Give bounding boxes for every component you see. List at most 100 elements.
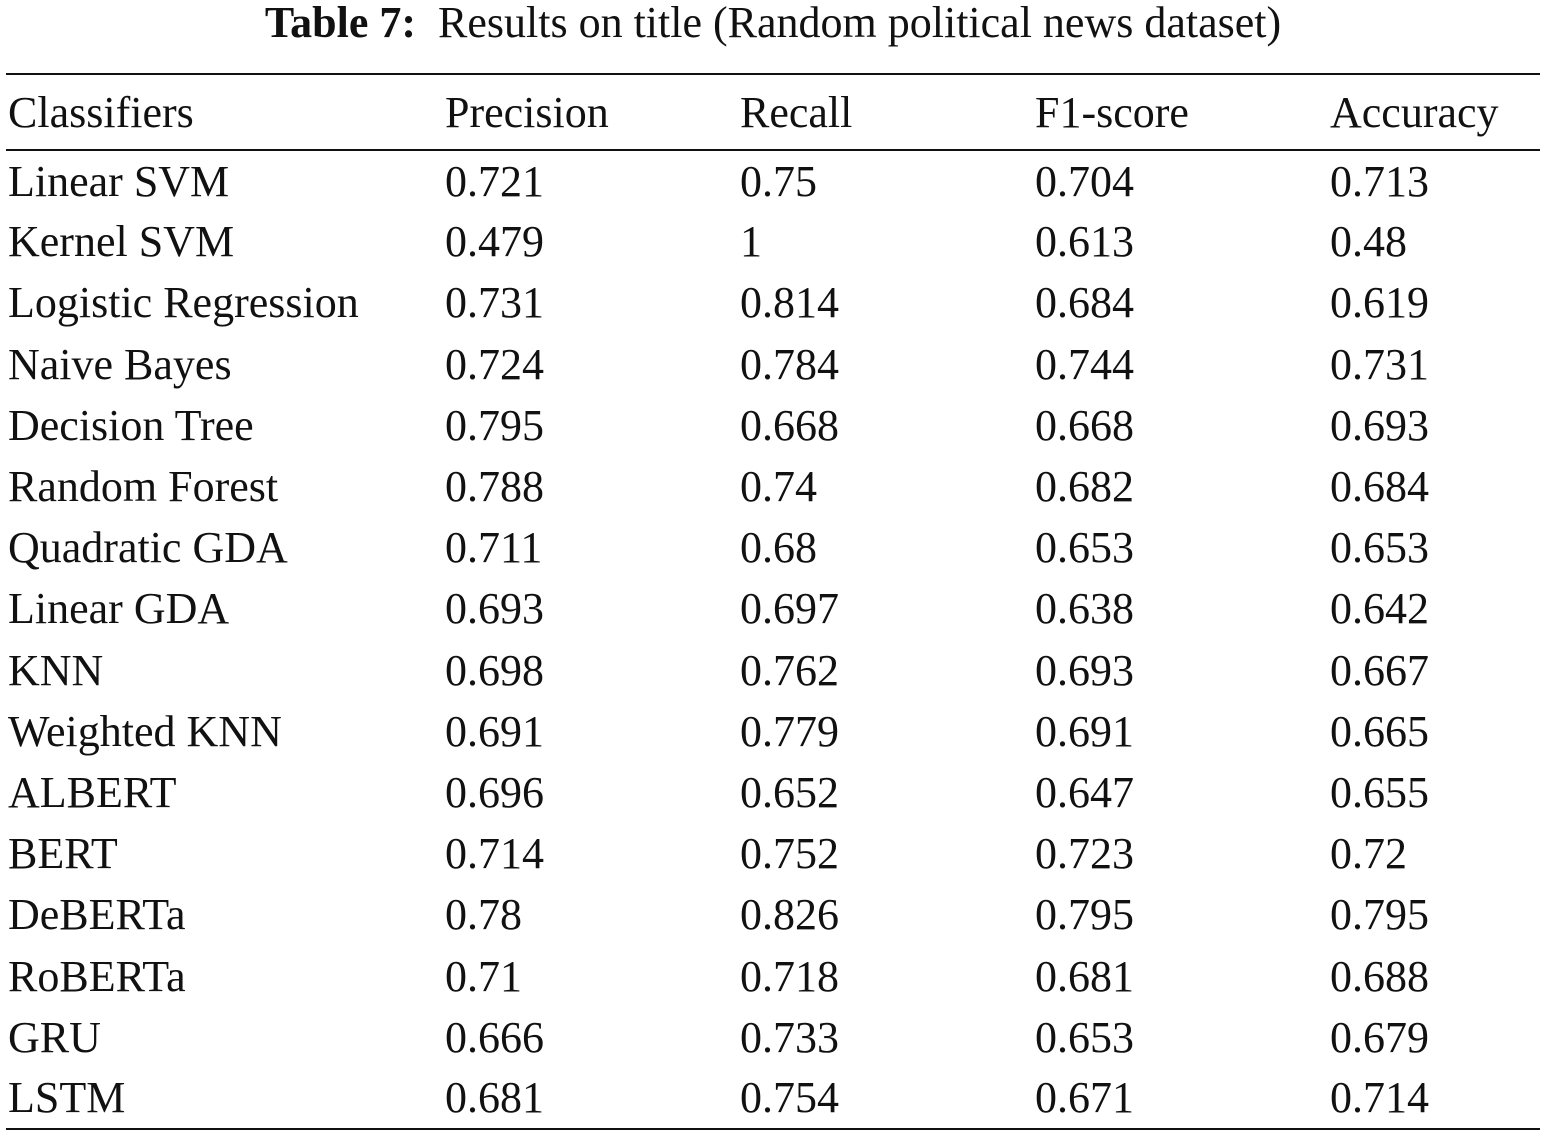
cell-precision: 0.693 [445,584,544,634]
table-caption-label: Table 7: [264,0,416,47]
table-row: ALBERT 0.696 0.652 0.647 0.655 [6,762,1540,823]
cell-precision: 0.78 [445,890,522,940]
table-row: BERT 0.714 0.752 0.723 0.72 [6,823,1540,884]
cell-recall: 0.814 [740,278,839,328]
cell-accuracy: 0.619 [1330,278,1429,328]
cell-f1-score: 0.653 [1035,1012,1134,1062]
cell-f1-score: 0.693 [1035,645,1134,695]
cell-recall: 0.779 [740,706,839,756]
cell-f1-score: 0.704 [1035,156,1134,206]
table-caption: Table 7: Results on title (Random politi… [0,0,1546,50]
cell-recall: 0.652 [740,767,839,817]
table-row: Kernel SVM 0.479 1 0.613 0.48 [6,211,1540,272]
column-header-accuracy: Accuracy [1328,73,1540,151]
cell-precision: 0.724 [445,339,544,389]
column-header-classifiers: Classifiers [6,73,443,151]
cell-recall: 0.718 [740,951,839,1001]
cell-recall: 0.668 [740,400,839,450]
cell-precision: 0.479 [445,217,544,267]
cell-precision: 0.788 [445,462,544,512]
cell-recall: 0.733 [740,1012,839,1062]
cell-f1-score: 0.744 [1035,339,1134,389]
table-row: Logistic Regression 0.731 0.814 0.684 0.619 [6,272,1540,333]
cell-accuracy: 0.72 [1330,829,1407,879]
cell-precision: 0.721 [445,156,544,206]
cell-classifier: Quadratic GDA [8,523,288,573]
cell-f1-score: 0.723 [1035,829,1134,879]
cell-f1-score: 0.684 [1035,278,1134,328]
cell-accuracy: 0.665 [1330,706,1429,756]
cell-recall: 0.752 [740,829,839,879]
cell-classifier: Linear SVM [8,156,230,206]
cell-accuracy: 0.795 [1330,890,1429,940]
cell-precision: 0.696 [445,767,544,817]
cell-precision: 0.714 [445,829,544,879]
cell-recall: 0.68 [740,523,817,573]
results-table: Classifiers Precision Recall F1-score Ac… [6,73,1540,1131]
table-row: LSTM 0.681 0.754 0.671 0.714 [6,1067,1540,1131]
table-row: Weighted KNN 0.691 0.779 0.691 0.665 [6,701,1540,762]
cell-classifier: KNN [8,645,104,695]
column-header-f1-score: F1-score [1033,73,1328,151]
cell-classifier: GRU [8,1012,101,1062]
cell-recall: 1 [740,217,762,267]
table-caption-text: Results on title (Random political news … [438,0,1282,47]
cell-accuracy: 0.693 [1330,400,1429,450]
table-row: Linear SVM 0.721 0.75 0.704 0.713 [6,150,1540,211]
table-row: KNN 0.698 0.762 0.693 0.667 [6,640,1540,701]
table-row: RoBERTa 0.71 0.718 0.681 0.688 [6,945,1540,1006]
cell-f1-score: 0.795 [1035,890,1134,940]
cell-accuracy: 0.684 [1330,462,1429,512]
cell-classifier: Weighted KNN [8,706,282,756]
cell-f1-score: 0.682 [1035,462,1134,512]
cell-precision: 0.711 [445,523,543,573]
cell-recall: 0.697 [740,584,839,634]
cell-accuracy: 0.667 [1330,645,1429,695]
table-body: Linear SVM 0.721 0.75 0.704 0.713 Kernel SVM 0… [6,150,1540,1131]
cell-accuracy: 0.713 [1330,156,1429,206]
cell-classifier: ALBERT [8,767,177,817]
cell-precision: 0.698 [445,645,544,695]
cell-accuracy: 0.653 [1330,523,1429,573]
cell-accuracy: 0.642 [1330,584,1429,634]
cell-f1-score: 0.613 [1035,217,1134,267]
cell-accuracy: 0.655 [1330,767,1429,817]
cell-accuracy: 0.731 [1330,339,1429,389]
cell-classifier: Kernel SVM [8,217,235,267]
cell-classifier: Random Forest [8,462,279,512]
table-row: GRU 0.666 0.733 0.653 0.679 [6,1007,1540,1068]
cell-accuracy: 0.48 [1330,217,1407,267]
cell-recall: 0.826 [740,890,839,940]
cell-recall: 0.762 [740,645,839,695]
cell-precision: 0.795 [445,400,544,450]
cell-accuracy: 0.679 [1330,1012,1429,1062]
cell-f1-score: 0.691 [1035,706,1134,756]
cell-f1-score: 0.647 [1035,767,1134,817]
cell-accuracy: 0.714 [1328,1067,1540,1131]
table-row: Linear GDA 0.693 0.697 0.638 0.642 [6,578,1540,639]
cell-precision: 0.691 [445,706,544,756]
cell-classifier: BERT [8,829,118,879]
cell-recall: 0.74 [740,462,817,512]
table-row: DeBERTa 0.78 0.826 0.795 0.795 [6,884,1540,945]
cell-f1-score: 0.681 [1035,951,1134,1001]
cell-precision: 0.71 [445,951,522,1001]
cell-classifier: LSTM [6,1067,443,1131]
cell-f1-score: 0.671 [1033,1067,1328,1131]
cell-classifier: Linear GDA [8,584,230,634]
table-row: Naive Bayes 0.724 0.784 0.744 0.731 [6,334,1540,395]
cell-f1-score: 0.668 [1035,400,1134,450]
column-header-precision: Precision [443,73,738,151]
table-header-row: Classifiers Precision Recall F1-score Ac… [6,73,1540,151]
cell-classifier: Logistic Regression [8,278,359,328]
table-row: Quadratic GDA 0.711 0.68 0.653 0.653 [6,517,1540,578]
cell-recall: 0.754 [738,1067,1033,1131]
cell-recall: 0.75 [740,156,817,206]
cell-classifier: RoBERTa [8,951,186,1001]
cell-precision: 0.731 [445,278,544,328]
cell-classifier: Naive Bayes [8,339,232,389]
cell-f1-score: 0.653 [1035,523,1134,573]
cell-precision: 0.666 [445,1012,544,1062]
cell-f1-score: 0.638 [1035,584,1134,634]
cell-precision: 0.681 [443,1067,738,1131]
